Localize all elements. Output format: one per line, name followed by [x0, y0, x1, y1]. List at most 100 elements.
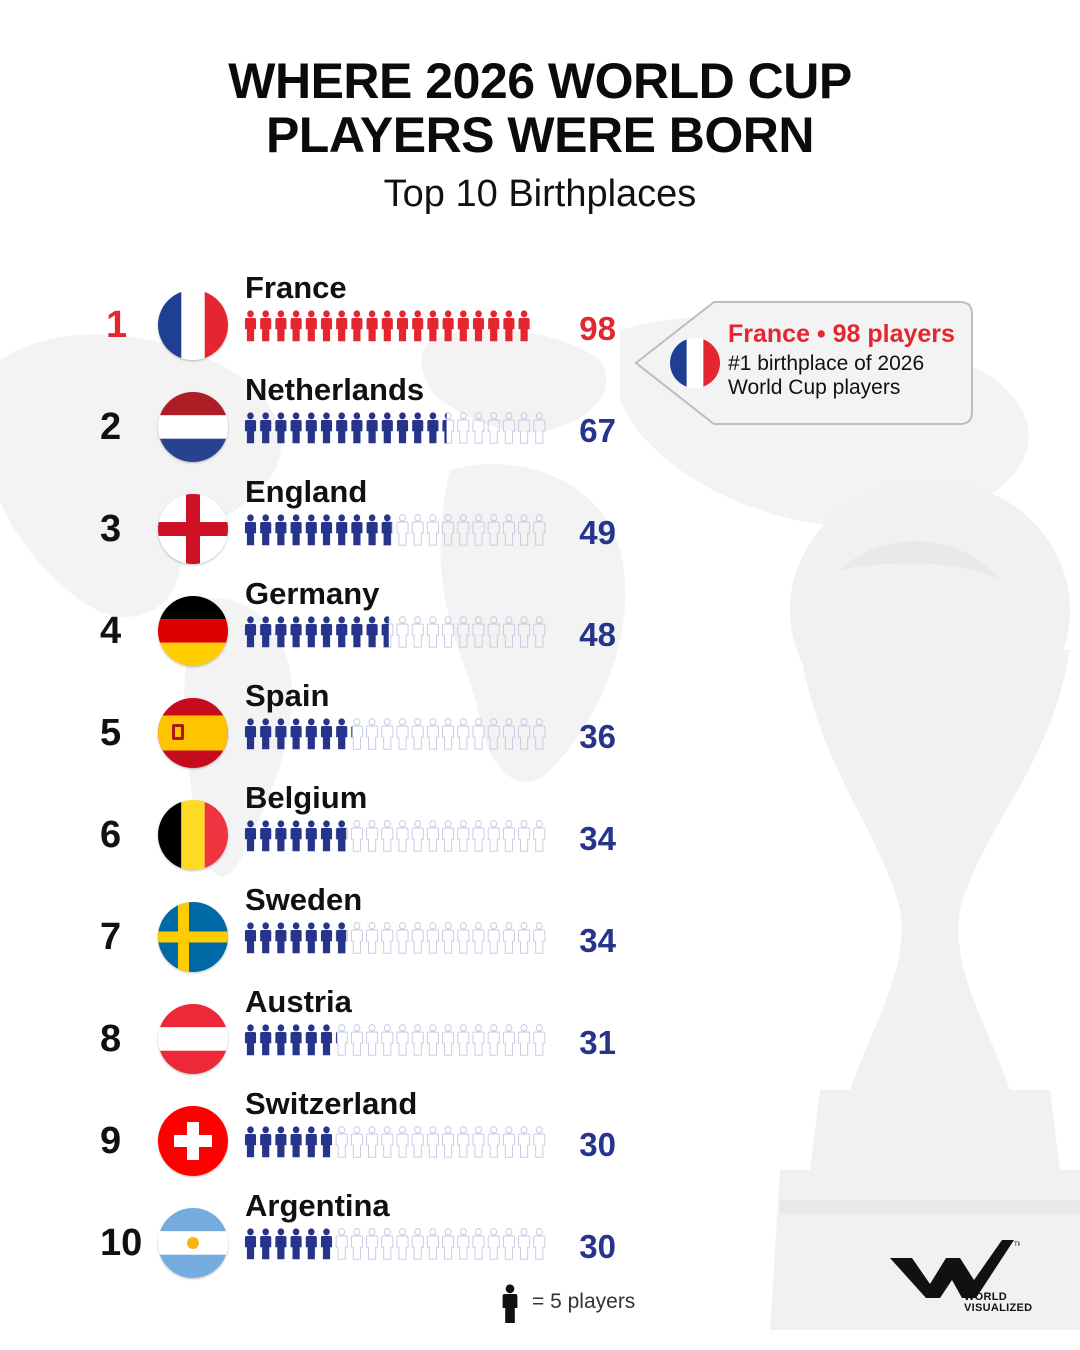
player-icon — [305, 718, 317, 750]
country-name: Argentina — [245, 1188, 390, 1223]
player-icon — [487, 412, 500, 444]
player-icon — [366, 922, 379, 954]
trophy-background — [770, 480, 1080, 1330]
player-icon — [442, 1228, 455, 1260]
pictogram-bar — [244, 616, 546, 648]
player-icon — [533, 820, 546, 852]
value-label: 67 — [579, 412, 616, 449]
player-icon — [396, 718, 409, 750]
ranking-row: 8 Austria 31 — [0, 984, 640, 1104]
player-icon — [244, 412, 257, 444]
value-label: 30 — [579, 1228, 616, 1265]
player-icon — [275, 718, 287, 750]
player-icon — [244, 820, 257, 852]
pictogram-bar — [244, 718, 546, 750]
chart-title: WHERE 2026 WORLD CUP PLAYERS WERE BORN — [0, 54, 1080, 162]
pictogram-bar — [244, 310, 530, 342]
player-icon — [396, 514, 409, 546]
country-name: England — [245, 474, 368, 509]
player-icon — [260, 1228, 272, 1260]
player-icon — [350, 1024, 363, 1056]
rank-label: 4 — [100, 610, 122, 652]
player-icon — [442, 1126, 455, 1158]
player-icon — [487, 718, 500, 750]
player-icon — [518, 922, 531, 954]
player-icon — [260, 1126, 272, 1158]
player-icon — [336, 616, 348, 648]
player-icon — [411, 820, 424, 852]
player-icon — [472, 820, 485, 852]
player-icon — [320, 922, 333, 954]
player-icon — [487, 514, 500, 546]
country-name: Netherlands — [245, 372, 425, 407]
player-icon — [260, 412, 272, 444]
player-icon — [427, 310, 439, 342]
pictogram-bar — [244, 1024, 546, 1056]
player-icon — [533, 922, 546, 954]
player-icon — [518, 820, 531, 852]
player-icon — [381, 514, 394, 546]
player-icon — [442, 616, 455, 648]
player-icon — [426, 514, 439, 546]
chart-subtitle: Top 10 Birthplaces — [383, 173, 697, 215]
player-icon — [275, 922, 287, 954]
player-icon — [320, 718, 333, 750]
player-icon — [396, 616, 409, 648]
player-icon — [518, 616, 531, 648]
player-icon — [350, 1126, 363, 1158]
rank-label: 6 — [100, 814, 122, 856]
person-icon — [502, 1284, 518, 1323]
player-icon — [290, 1126, 302, 1158]
player-icon — [275, 616, 287, 648]
player-icon — [381, 412, 393, 444]
ranking-row: 10 Argentina 30 — [0, 1188, 640, 1308]
player-icon — [381, 820, 394, 852]
player-icon — [290, 616, 302, 648]
player-icon — [260, 718, 272, 750]
player-icon — [244, 1024, 257, 1056]
player-icon — [442, 718, 455, 750]
rank-label: 3 — [100, 508, 122, 550]
player-icon — [305, 820, 317, 852]
player-icon — [518, 310, 530, 342]
pictogram-bar — [244, 514, 546, 546]
player-icon — [472, 616, 485, 648]
sweden-flag-icon — [158, 902, 228, 972]
player-icon — [290, 310, 302, 342]
player-icon — [533, 412, 546, 444]
pictogram-bar — [244, 412, 546, 444]
value-label: 31 — [579, 1024, 616, 1061]
player-icon — [442, 310, 454, 342]
player-icon — [411, 616, 424, 648]
player-icon — [442, 412, 455, 444]
austria-flag-icon — [158, 1004, 228, 1074]
player-icon — [381, 1126, 394, 1158]
player-icon — [275, 310, 287, 342]
player-icon — [381, 922, 394, 954]
player-icon — [457, 922, 470, 954]
player-icon — [457, 1228, 470, 1260]
player-icon — [290, 922, 302, 954]
player-icon — [426, 922, 439, 954]
france-flag-icon — [670, 338, 720, 388]
player-icon — [472, 922, 485, 954]
player-icon — [426, 718, 439, 750]
player-icon — [351, 412, 363, 444]
player-icon — [305, 412, 317, 444]
player-icon — [487, 922, 500, 954]
player-icon — [275, 820, 287, 852]
player-icon — [502, 718, 515, 750]
value-label: 30 — [579, 1126, 616, 1163]
player-icon — [336, 718, 348, 750]
player-icon — [350, 922, 363, 954]
player-icon — [472, 1228, 485, 1260]
player-icon — [366, 412, 378, 444]
player-icon — [290, 1228, 302, 1260]
country-name: Switzerland — [245, 1086, 418, 1121]
ranking-row: 4 Germany 48 — [0, 576, 640, 696]
value-label: 98 — [579, 310, 616, 347]
value-label: 36 — [579, 718, 616, 755]
rank-label: 8 — [100, 1018, 122, 1060]
player-icon — [244, 616, 257, 648]
ranking-row: 3 England 49 — [0, 474, 640, 594]
